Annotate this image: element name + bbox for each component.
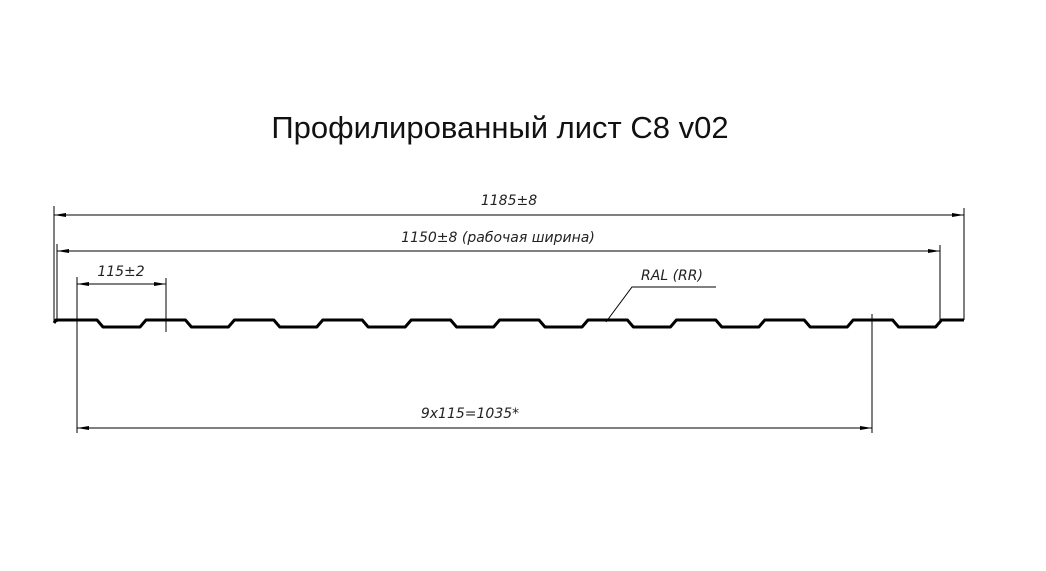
- dim-label-1150: 1150±8 (рабочая ширина): [401, 230, 595, 246]
- dim-label-span: 9x115=1035*: [421, 406, 519, 422]
- coating-leader: [605, 286, 716, 323]
- coating-label: RAL (RR): [641, 268, 703, 284]
- drawing-title: Профилированный лист С8 v02: [271, 110, 729, 145]
- sheet-profile: [52, 318, 964, 329]
- dim-label-pitch: 115±2: [97, 264, 144, 280]
- dim-label-1185: 1185±8: [481, 193, 537, 209]
